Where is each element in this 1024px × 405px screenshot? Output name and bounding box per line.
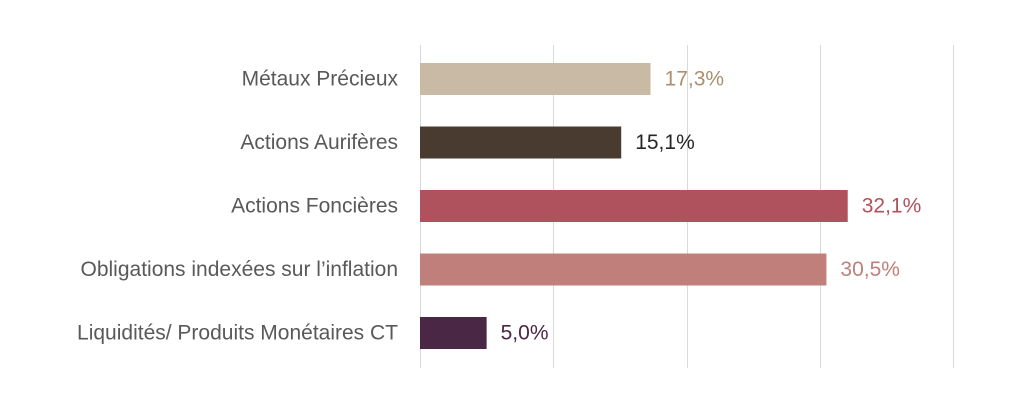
category-label: Obligations indexées sur l’inflation: [80, 258, 398, 281]
category-label: Métaux Précieux: [242, 68, 399, 91]
data-label: 30,5%: [840, 258, 900, 281]
category-labels: Métaux Précieux Actions Aurifères Actions …: [77, 68, 398, 345]
category-label: Actions Aurifères: [240, 131, 398, 154]
bars: [420, 63, 848, 349]
bar: [420, 190, 848, 222]
category-label: Liquidités/ Produits Monétaires CT: [77, 322, 398, 345]
bar: [420, 317, 487, 349]
bar: [420, 63, 651, 95]
bar: [420, 126, 622, 159]
data-label: 32,1%: [862, 195, 922, 218]
bar: [420, 253, 827, 286]
data-label: 15,1%: [635, 131, 695, 154]
category-label: Actions Foncières: [231, 195, 398, 218]
data-label: 5,0%: [501, 322, 549, 345]
value-labels: 17,3% 15,1% 32,1% 30,5% 5,0%: [501, 68, 922, 345]
data-label: 17,3%: [665, 68, 725, 91]
